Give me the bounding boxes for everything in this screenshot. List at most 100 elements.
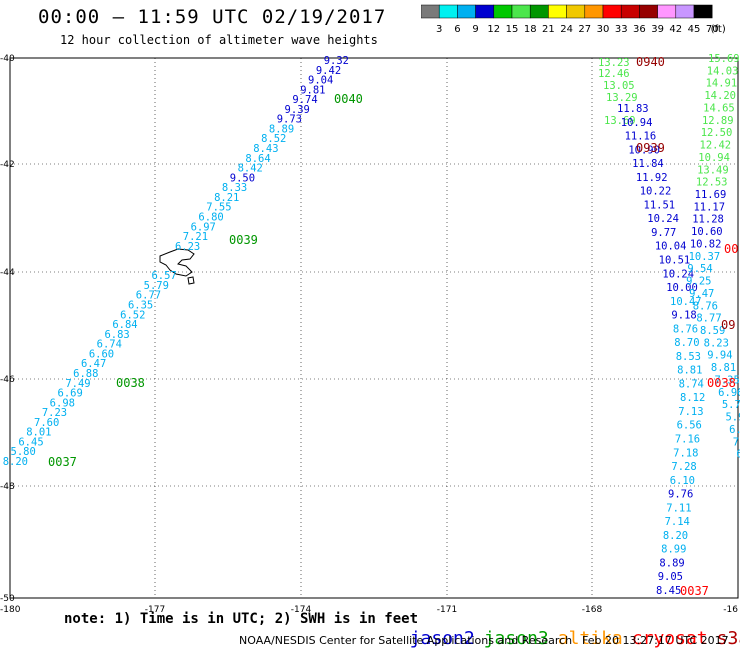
- satellite-legend: jason2 jason3 altika cryosat s3a: [388, 607, 740, 649]
- scale-label: 3: [436, 24, 442, 35]
- scale-label: 42: [669, 24, 682, 35]
- swh-value: 12.50: [701, 127, 733, 139]
- pass-time-label: 00: [724, 242, 738, 256]
- swh-value: 8.43: [253, 143, 278, 155]
- swh-value: 9.47: [689, 288, 714, 300]
- swh-value: 7.18: [673, 447, 698, 459]
- scale-label: 18: [524, 24, 537, 35]
- swh-value: 10.00: [666, 282, 698, 294]
- swh-value: 6.35: [128, 300, 153, 312]
- swh-value: 6.83: [104, 329, 129, 341]
- swh-value: 9.05: [658, 571, 683, 583]
- swh-value: 9.18: [671, 310, 696, 322]
- swh-value: 11.17: [693, 201, 725, 213]
- swh-value: 6.45: [18, 436, 43, 448]
- y-tick-label: -48: [0, 482, 15, 492]
- swh-value: 10.82: [690, 238, 722, 250]
- swh-value: 10.24: [662, 268, 694, 280]
- swh-value: 8.70: [674, 337, 699, 349]
- x-tick-label: -174: [291, 605, 312, 615]
- swh-value: 6.84: [112, 319, 137, 331]
- swh-value: 6.97: [191, 221, 216, 233]
- swh-value: 15.69: [708, 53, 740, 65]
- swh-value: 8.89: [269, 123, 294, 135]
- swh-value: 9.54: [687, 263, 712, 275]
- swh-value: 8.77: [696, 313, 721, 325]
- credit-timestamp: Feb 20 13:27:17 UTC 2017: [582, 634, 729, 647]
- swh-value: 7.23: [42, 407, 67, 419]
- scale-label: 33: [615, 24, 628, 35]
- swh-value: 13.23: [598, 57, 630, 69]
- swh-value: 5.77: [722, 399, 740, 411]
- swh-value: 7.14: [665, 516, 690, 528]
- page-subtitle: 12 hour collection of altimeter wave hei…: [60, 33, 378, 47]
- swh-value: 5.80: [11, 446, 36, 458]
- scale-label: 36: [633, 24, 646, 35]
- swh-value: 6.66: [729, 424, 740, 436]
- swh-value: 6.10: [670, 475, 695, 487]
- swh-value: 8.76: [673, 323, 698, 335]
- x-tick-label: -180: [0, 605, 21, 615]
- scale-label: 21: [542, 24, 555, 35]
- swh-value: 11.69: [695, 189, 727, 201]
- scale-label: 24: [560, 24, 573, 35]
- units-note: note: 1) Time is in UTC; 2) SWH is in fe…: [64, 611, 419, 627]
- wave-height-color-scale: 3 6 9 12 15 18 21 24 27 30 33 36 39 42 45 70(ft): [421, 4, 726, 35]
- swh-value: 10.94: [621, 117, 653, 129]
- swh-value: 7.28: [671, 461, 696, 473]
- swh-value: 8.59: [700, 325, 725, 337]
- swh-value: 7.16: [675, 434, 700, 446]
- scale-label: 9: [472, 24, 478, 35]
- island-coastline: [159, 248, 195, 285]
- swh-value: 7.13: [678, 406, 703, 418]
- pass-time-label: 0039: [229, 233, 258, 247]
- pass-time-label: 0040: [334, 92, 363, 106]
- swh-value: 13.69: [604, 115, 636, 127]
- swh-value: 8.81: [711, 362, 736, 374]
- swh-value: 6.88: [73, 368, 98, 380]
- satellite-cryosat: cryosat: [631, 628, 708, 649]
- swh-value: 7.55: [206, 202, 231, 214]
- swh-value: 11.84: [632, 158, 664, 170]
- swh-value: 8.45: [656, 585, 681, 597]
- swh-value: 10.94: [698, 152, 730, 164]
- scale-label: 6: [454, 24, 460, 35]
- swh-value: 14.20: [704, 90, 736, 102]
- swh-value: 14.91: [706, 78, 738, 90]
- swh-value: 7.21: [183, 231, 208, 243]
- swh-value: 8.23: [704, 337, 729, 349]
- scale-label: 12: [487, 24, 500, 35]
- swh-value: 6.60: [89, 348, 114, 360]
- swh-value: 13.05: [603, 80, 635, 92]
- swh-value: 10.51: [659, 254, 691, 266]
- swh-value: 8.89: [659, 557, 684, 569]
- page-title: 00:00 — 11:59 UTC 02/19/2017: [38, 6, 387, 28]
- swh-value: 7.11: [666, 502, 691, 514]
- swh-value: 10.24: [647, 213, 679, 225]
- y-tick-label: -46: [0, 375, 15, 385]
- swh-value: 11.16: [625, 131, 657, 143]
- pass-time-label: 0939: [636, 141, 665, 155]
- swh-value: 8.52: [261, 133, 286, 145]
- swh-value: 5.95: [725, 412, 740, 424]
- swh-value: 8.99: [661, 544, 686, 556]
- swh-value: 9.81: [300, 84, 325, 96]
- swh-value: 6.98: [50, 397, 75, 409]
- swh-value: 9.73: [277, 114, 302, 126]
- satellite-altika: altika: [557, 628, 623, 649]
- swh-value: 9.94: [707, 350, 732, 362]
- y-tick-label: -50: [0, 594, 15, 604]
- swh-value: 9.42: [316, 65, 341, 77]
- swh-value: 8.53: [676, 351, 701, 363]
- swh-value: 9.25: [686, 276, 711, 288]
- swh-value: 8.81: [677, 365, 702, 377]
- swh-value: 10.90: [628, 144, 660, 156]
- swh-value: 13.49: [697, 164, 729, 176]
- pass-time-label: 0038: [707, 376, 736, 390]
- swh-value: 9.04: [308, 75, 333, 87]
- swh-value: 8.76: [693, 300, 718, 312]
- swh-value: 6.52: [120, 309, 145, 321]
- scale-swatch: [693, 4, 713, 19]
- swh-value: 14.03: [707, 65, 739, 77]
- swh-value: 8.01: [26, 427, 51, 439]
